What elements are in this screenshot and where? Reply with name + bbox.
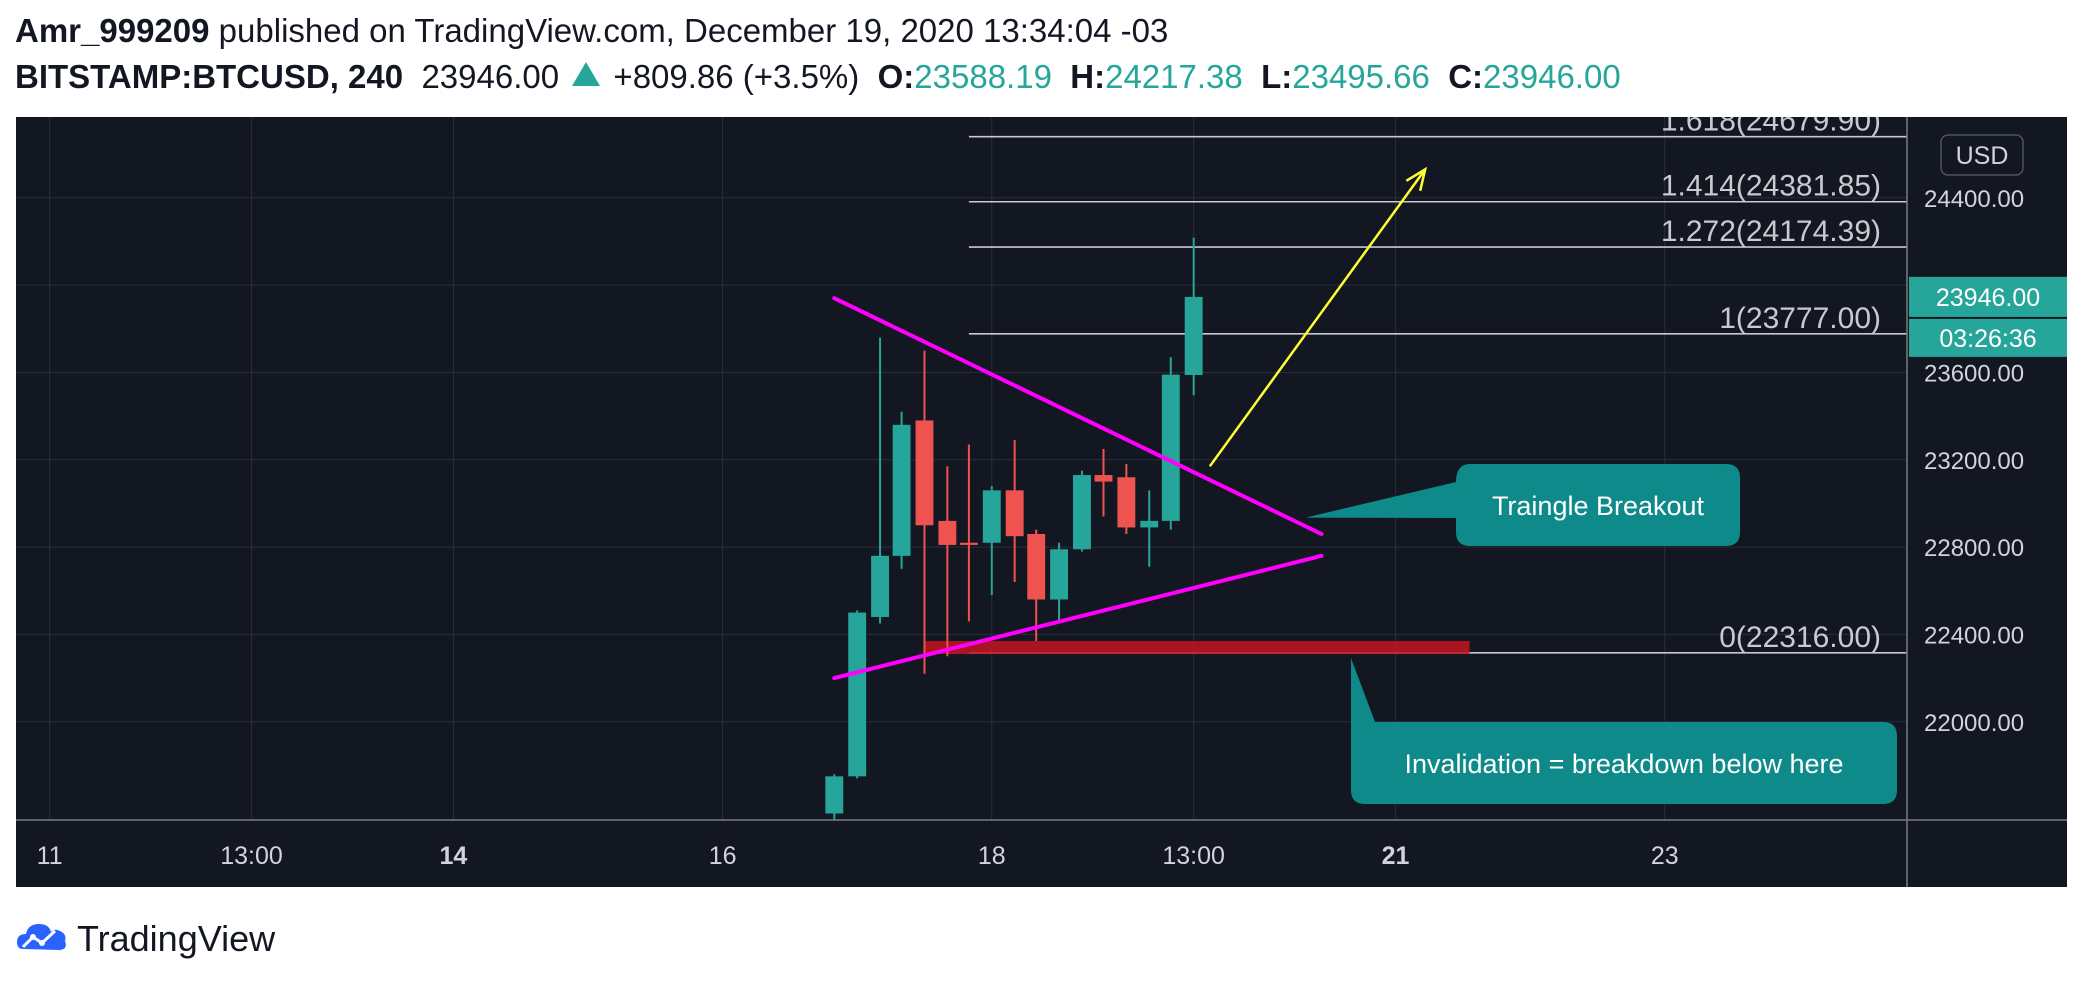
- publish-info: Amr_999209 published on TradingView.com,…: [15, 12, 1168, 50]
- candle-up: [1161, 374, 1180, 521]
- candle-up: [1050, 549, 1069, 600]
- candle-down: [938, 520, 957, 545]
- low-value: 23495.66: [1292, 58, 1430, 95]
- currency-label: USD: [1956, 142, 2009, 170]
- currency-badge: [1940, 134, 2024, 176]
- fib-level-label: 1.618(24679.90): [1661, 117, 1881, 138]
- price-change: +809.86 (+3.5%): [613, 58, 860, 95]
- author-name: Amr_999209: [15, 12, 210, 49]
- symbol-name: BITSTAMP:BTCUSD, 240: [15, 58, 404, 95]
- high-value: 24217.38: [1105, 58, 1243, 95]
- candle-down: [1005, 490, 1024, 537]
- x-tick-label: 11: [37, 842, 63, 870]
- tradingview-logo-icon: [17, 924, 66, 950]
- y-tick-label: 23200.00: [1924, 448, 2024, 475]
- callout-invalidation-text: Invalidation = breakdown below here: [1404, 749, 1843, 779]
- candle-up: [848, 612, 867, 777]
- current-price-tag: [1909, 276, 2067, 317]
- target-arrow-head-icon: [1405, 166, 1428, 192]
- x-tick-label: 21: [1382, 842, 1410, 870]
- upper-trendline: [832, 296, 1324, 536]
- footer: TradingView: [15, 914, 275, 964]
- candle-up: [982, 490, 1001, 543]
- x-tick-label: 23: [1651, 842, 1679, 870]
- candle-down: [1027, 533, 1046, 600]
- candle-down: [959, 542, 978, 545]
- close-label: C:: [1448, 58, 1484, 95]
- footer-brand: TradingView: [77, 918, 276, 959]
- fib-level-label: 1(23777.00): [1719, 302, 1881, 335]
- support-zone: [924, 640, 1470, 655]
- fib-level-label: 1.272(24174.39): [1661, 215, 1881, 248]
- y-tick-label: 22000.00: [1924, 710, 2024, 737]
- candle-up: [892, 424, 911, 556]
- candle-down: [1094, 475, 1113, 482]
- up-arrow-icon: [572, 62, 601, 86]
- fib-level-label: 0(22316.00): [1719, 621, 1881, 654]
- x-tick-label: 16: [709, 842, 737, 870]
- fib-level-label: 1.414(24381.85): [1661, 170, 1881, 203]
- high-label: H:: [1070, 58, 1106, 95]
- open-value: 23588.19: [914, 58, 1052, 95]
- candle-down: [915, 420, 934, 526]
- countdown-label: 03:26:36: [1939, 325, 2036, 353]
- y-tick-label: 22800.00: [1924, 535, 2024, 562]
- target-arrow-line: [1208, 168, 1427, 468]
- candle-up: [1184, 296, 1203, 376]
- callout-breakout-text: Traingle Breakout: [1492, 491, 1705, 521]
- candle-down: [1117, 477, 1136, 528]
- current-price-label: 23946.00: [1936, 284, 2040, 312]
- open-label: O:: [877, 58, 915, 95]
- candle-up: [871, 555, 890, 617]
- x-tick-label: 13:00: [220, 842, 283, 870]
- candle-up: [1140, 520, 1159, 528]
- y-tick-label: 22400.00: [1924, 622, 2024, 649]
- candle-up: [1073, 475, 1091, 550]
- close-value: 23946.00: [1483, 58, 1621, 95]
- x-tick-label: 13:00: [1162, 842, 1225, 870]
- callout-breakout-box: [1305, 464, 1740, 546]
- symbol-info: BITSTAMP:BTCUSD, 240 23946.00 +809.86 (+…: [15, 58, 1621, 96]
- published-text: published on TradingView.com, December 1…: [218, 12, 1169, 49]
- y-tick-label: 23600.00: [1924, 360, 2024, 387]
- lower-trendline: [832, 553, 1324, 681]
- last-price: 23946.00: [421, 58, 560, 95]
- price-chart[interactable]: 22000.00 22400.00 22800.00 23200.00 23600.00…: [16, 117, 2067, 887]
- countdown-tag: [1909, 318, 2067, 357]
- x-tick-label: 14: [440, 842, 468, 870]
- y-tick-label: 24400.00: [1924, 186, 2024, 213]
- low-label: L:: [1261, 58, 1293, 95]
- candle-up: [825, 776, 844, 814]
- callout-invalidation-box: [1351, 658, 1897, 804]
- x-tick-label: 18: [978, 842, 1006, 870]
